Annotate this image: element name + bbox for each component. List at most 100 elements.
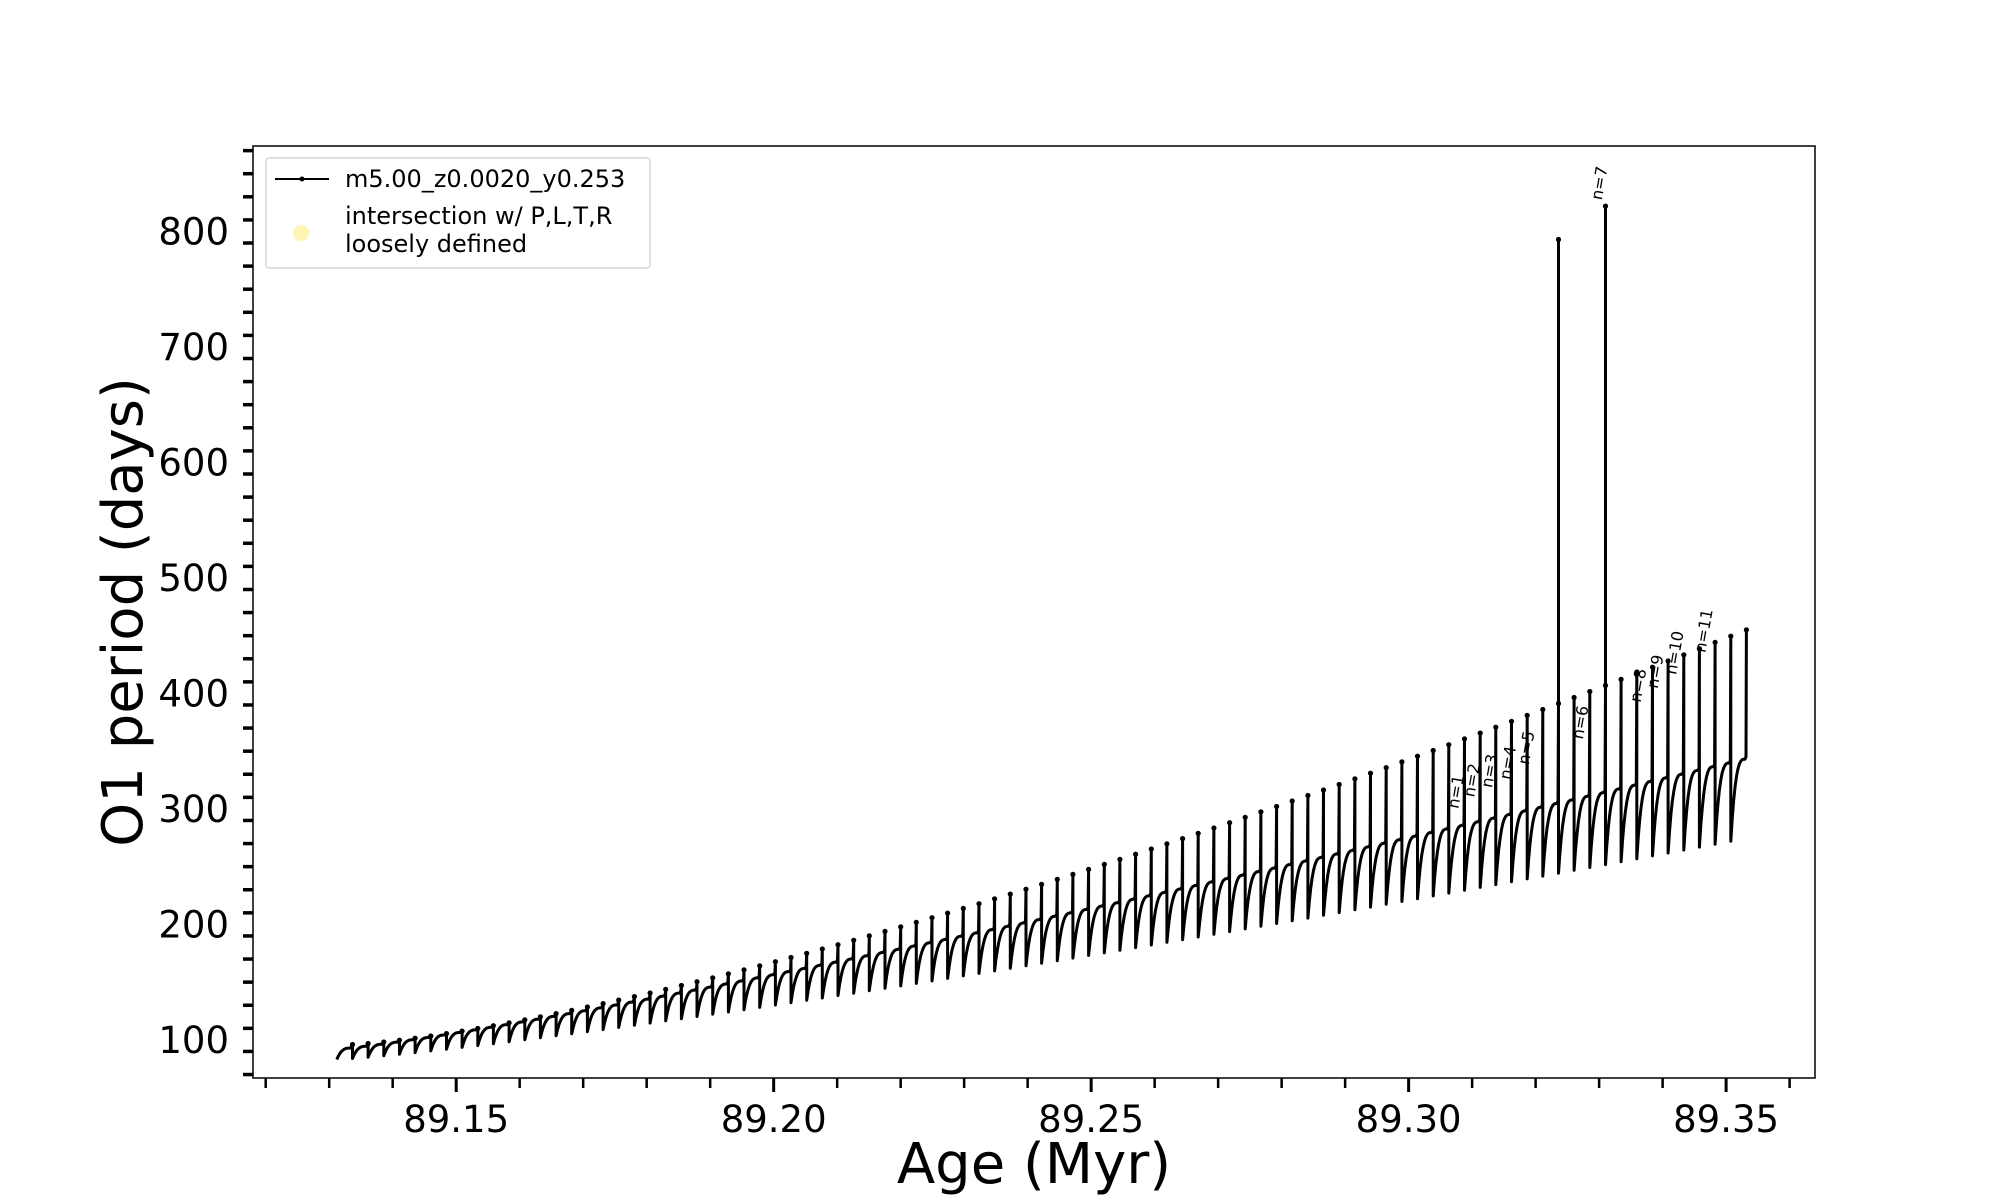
series-point: [381, 1039, 387, 1045]
series-point: [772, 959, 779, 965]
series-point: [678, 982, 685, 989]
y-tick-label: 700: [158, 326, 229, 369]
series-point: [1367, 770, 1374, 776]
series-point: [757, 963, 763, 969]
series-point: [960, 905, 966, 912]
series-point: [819, 946, 825, 952]
x-axis-title: Age (Myr): [897, 1132, 1171, 1197]
series-point: [1086, 866, 1092, 873]
series-point: [851, 937, 857, 943]
series-point: [1101, 861, 1107, 868]
series-point: [1634, 670, 1640, 676]
series-point: [631, 994, 638, 1000]
series-point: [365, 1040, 371, 1047]
series-point: [992, 896, 998, 902]
series-point: [1618, 676, 1624, 683]
series-point: [647, 990, 653, 996]
series-point: [1383, 765, 1389, 771]
legend-label-intersection-line2: loosely defined: [345, 230, 527, 258]
series-point: [522, 1017, 528, 1023]
series-point: [1164, 841, 1170, 847]
legend-frame: [265, 157, 651, 269]
y-tick-label: 500: [158, 557, 229, 600]
series-point: [475, 1025, 481, 1032]
y-tick-label: 300: [158, 788, 229, 831]
series-point: [1696, 646, 1702, 652]
series-point: [1665, 658, 1671, 664]
y-tick-label: 800: [158, 210, 229, 253]
x-tick-label: 89.35: [1673, 1098, 1779, 1141]
series-point: [1258, 809, 1264, 815]
y-tick-label: 400: [158, 672, 229, 715]
series-point: [1117, 856, 1123, 862]
series-point: [1242, 814, 1248, 820]
series-point: [428, 1033, 434, 1039]
series-point: [1274, 803, 1280, 810]
x-tick-label: 89.20: [721, 1098, 827, 1141]
x-tick-label: 89.30: [1356, 1098, 1462, 1141]
series-point: [490, 1023, 496, 1029]
series-point: [741, 967, 747, 973]
series-point: [898, 924, 904, 930]
series-point: [1336, 781, 1342, 788]
series-point: [929, 915, 935, 921]
series-point: [1320, 787, 1327, 793]
series-point: [1602, 203, 1609, 209]
x-axis: 89.15 89.20 89.25 89.30 89.35: [264, 1078, 1791, 1141]
series-point: [1054, 876, 1060, 883]
series-point: [1728, 633, 1734, 639]
series-point: [945, 910, 951, 916]
series-point: [1555, 700, 1562, 707]
series-point: [1133, 851, 1139, 857]
series-point: [1540, 706, 1546, 713]
y-axis-title: O1 period (days): [91, 377, 156, 847]
series-point: [1493, 724, 1499, 730]
series-point: [1227, 820, 1233, 826]
series-point: [1289, 798, 1295, 804]
series-layer: [335, 203, 1749, 1061]
series-point: [1007, 891, 1013, 897]
series-point: [1649, 664, 1656, 670]
legend-label-series: m5.00_z0.0020_y0.253: [345, 165, 625, 193]
series-point: [835, 942, 841, 948]
series-point: [569, 1007, 575, 1014]
series-point: [553, 1011, 559, 1017]
series-point: [1180, 836, 1186, 842]
series-point: [1430, 747, 1436, 754]
series-point: [1399, 759, 1405, 765]
series-point: [866, 933, 872, 939]
series-point: [1148, 846, 1154, 852]
y-axis: 100 200 300 400 500 600 700 800: [158, 148, 253, 1077]
series-line: [335, 204, 1748, 1061]
series-point: [584, 1004, 591, 1010]
series-point: [459, 1028, 465, 1034]
series-point: [412, 1035, 418, 1041]
series-point: [788, 954, 794, 961]
series-point: [1508, 718, 1515, 724]
series-point: [882, 928, 888, 935]
series-point: [1023, 886, 1029, 892]
series-point: [913, 919, 919, 925]
series-point: [663, 986, 669, 992]
series-point: [1446, 742, 1452, 748]
series-point: [1524, 712, 1530, 719]
series-point: [616, 997, 622, 1003]
series-point: [1414, 753, 1421, 759]
y-tick-label: 600: [158, 441, 229, 484]
plot-area: [252, 145, 1816, 1079]
series-point: [1352, 776, 1358, 782]
series-point: [1211, 825, 1217, 831]
x-tick-label: 89.25: [1038, 1098, 1144, 1141]
series-point: [600, 1001, 606, 1007]
series-point: [537, 1014, 544, 1020]
series-point: [976, 901, 982, 907]
series-point: [506, 1020, 512, 1026]
series-point: [804, 950, 810, 956]
series-point: [1681, 652, 1687, 658]
series-point: [1743, 627, 1749, 633]
series-point: [1571, 694, 1577, 701]
series-point: [1039, 881, 1045, 887]
series-point: [725, 971, 732, 977]
x-tick-label: 89.15: [403, 1098, 509, 1141]
